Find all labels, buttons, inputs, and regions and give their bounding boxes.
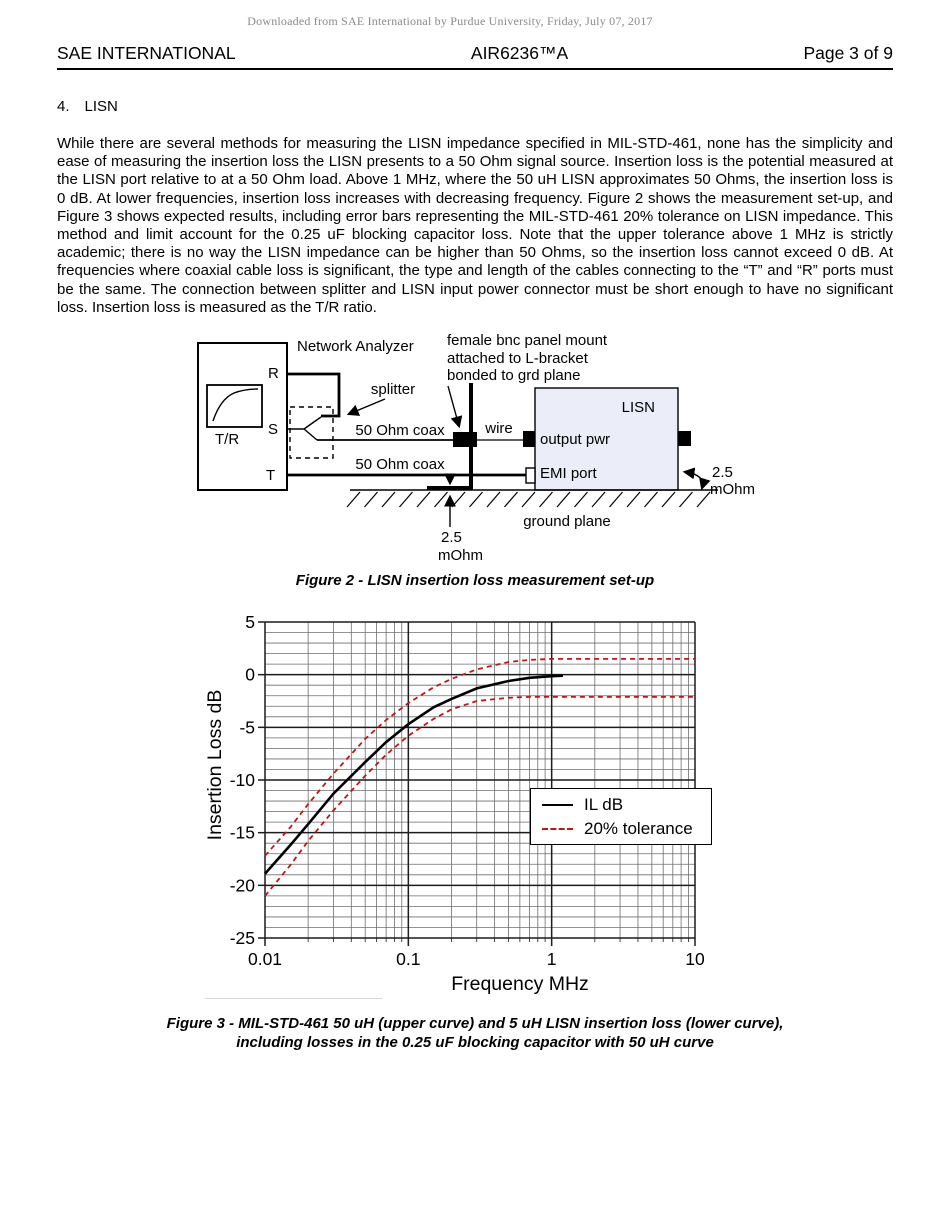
svg-text:5: 5 <box>245 612 255 632</box>
legend-dashed-line-sample <box>542 827 573 830</box>
svg-text:-5: -5 <box>239 717 255 737</box>
legend-entry: IL dB <box>542 795 711 815</box>
figure3-caption-line2: including losses in the 0.25 uF blocking… <box>236 1034 714 1051</box>
svg-text:-15: -15 <box>230 823 255 843</box>
svg-text:0: 0 <box>245 665 255 685</box>
bnc-connector <box>453 432 477 447</box>
legend-label: IL dB <box>584 794 624 814</box>
figure2-diagram: Network Analyzer T/R R S T splitter 50 O… <box>197 332 755 564</box>
network-analyzer-label: Network Analyzer <box>297 338 414 355</box>
mohm-right-unit: mOhm <box>710 481 755 498</box>
svg-text:0.1: 0.1 <box>396 949 420 969</box>
mohm-bottom-unit: mOhm <box>438 547 483 564</box>
chart-curves <box>264 658 695 897</box>
splitter-label: splitter <box>371 381 415 398</box>
header-document-number: AIR6236™A <box>470 43 569 63</box>
ground-plane-hatching <box>346 491 711 508</box>
chart-legend: IL dB 20% tolerance <box>530 788 712 845</box>
download-watermark: Downloaded from SAE International by Pur… <box>247 14 653 28</box>
ground-plane-label: ground plane <box>523 513 611 530</box>
svg-text:-20: -20 <box>230 875 256 895</box>
section-title: LISN <box>84 98 118 115</box>
svg-text:-10: -10 <box>230 770 256 790</box>
chart-tick-labels: 0.01 0.1 1 10 5 0 -5 -10 -15 -20 -25 <box>230 612 705 969</box>
header-page-number: Page 3 of 9 <box>803 43 893 63</box>
mohm-right-value: 2.5 <box>712 464 733 481</box>
coax-bottom-label: 50 Ohm coax <box>355 456 445 473</box>
legend-entry: 20% tolerance <box>542 819 711 839</box>
bnc-note-line1: female bnc panel mount <box>447 332 608 349</box>
port-r-label: R <box>268 365 279 382</box>
chart-ylabel: Insertion Loss dB <box>204 690 226 841</box>
port-s-label: S <box>268 421 278 438</box>
mohm-bottom-value: 2.5 <box>441 529 462 546</box>
emi-port-connector <box>525 467 536 484</box>
chart-ticks <box>258 621 696 946</box>
splitter-arrow <box>346 398 386 416</box>
figure2-caption: Figure 2 - LISN insertion loss measureme… <box>295 572 655 589</box>
mohm-right-arrow <box>682 467 711 491</box>
section-heading: 4. LISN <box>57 98 118 115</box>
chart-xlabel: Frequency MHz <box>451 973 589 995</box>
legend-label: 20% tolerance <box>584 818 693 838</box>
svg-text:10: 10 <box>685 949 705 969</box>
figure3-chart: 0.01 0.1 1 10 5 0 -5 -10 -15 -20 -25 Frequency MHz… <box>204 612 705 995</box>
svg-text:-25: -25 <box>230 928 255 948</box>
chart-image-border-artifact <box>205 998 382 999</box>
section-number: 4. <box>57 98 70 115</box>
chart-grid-major <box>264 621 696 939</box>
r-port-cable <box>287 372 341 418</box>
bnc-note-line3: bonded to grd plane <box>447 367 580 384</box>
page-header: SAE INTERNATIONAL AIR6236™A Page 3 of 9 <box>57 43 893 70</box>
wire-label: wire <box>484 420 513 437</box>
output-pwr-connector <box>523 431 535 447</box>
tr-display-label: T/R <box>215 431 239 448</box>
tr-display-curve <box>212 388 259 422</box>
port-t-label: T <box>266 467 275 484</box>
body-paragraph: While there are several methods for meas… <box>57 135 893 316</box>
splitter-y <box>287 416 322 441</box>
header-publisher: SAE INTERNATIONAL <box>57 43 236 63</box>
splitter-dashed-box <box>289 406 334 459</box>
figure3-caption-line1: Figure 3 - MIL-STD-461 50 uH (upper curv… <box>166 1015 784 1032</box>
bnc-note-arrow <box>447 385 463 429</box>
lisn-label: LISN <box>622 399 655 416</box>
coax-top-label: 50 Ohm coax <box>355 422 445 439</box>
svg-text:1: 1 <box>547 949 557 969</box>
emi-port-label: EMI port <box>540 465 598 482</box>
lisn-right-connector <box>678 431 691 446</box>
svg-text:0.01: 0.01 <box>248 949 282 969</box>
legend-solid-line-sample <box>542 803 573 806</box>
bnc-note-line2: attached to L-bracket <box>447 350 589 367</box>
figure3-caption: Figure 3 - MIL-STD-461 50 uH (upper curv… <box>0 1014 950 1052</box>
output-pwr-label: output pwr <box>540 431 610 448</box>
tr-display-screen <box>206 384 263 428</box>
